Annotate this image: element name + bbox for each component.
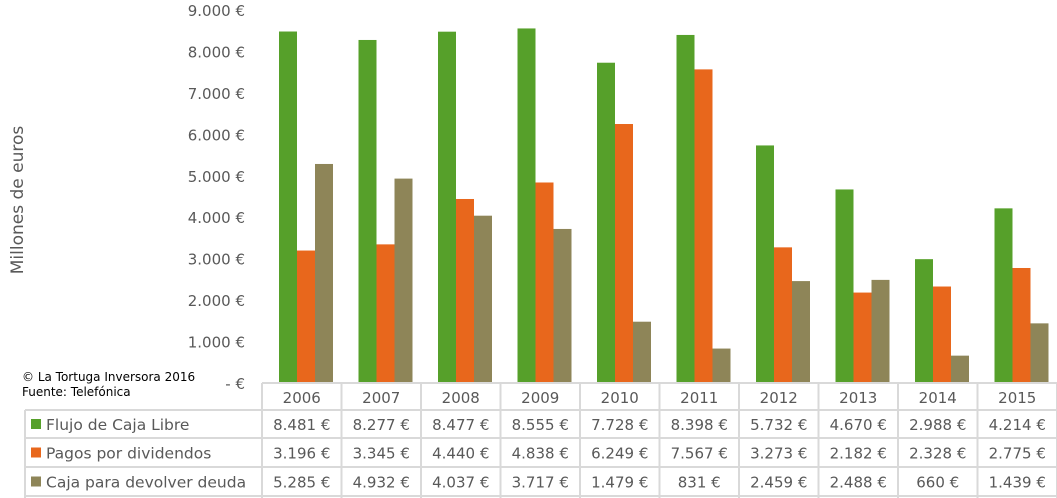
data-cell: 2.775 €	[989, 445, 1046, 463]
bar-2007-0	[358, 39, 377, 384]
data-cell: 3.273 €	[750, 445, 807, 463]
bar-2013-0	[835, 189, 854, 383]
legend-label: Pagos por dividendos	[46, 445, 211, 463]
bar-2008-2	[474, 215, 492, 383]
y-tick-label: 8.000 €	[188, 43, 245, 61]
bar-2014-0	[915, 259, 933, 383]
bar-2009-0	[517, 28, 536, 383]
y-axis-label: Millones de euros	[8, 126, 28, 275]
y-tick-label: 3.000 €	[188, 251, 245, 269]
x-tick-label: 2012	[760, 389, 798, 407]
bar-2009-1	[535, 182, 554, 383]
y-tick-label: 1.000 €	[188, 334, 245, 352]
source-annotation: Fuente: Telefónica	[22, 385, 131, 399]
bar-2013-1	[853, 292, 872, 383]
y-tick-label: 4.000 €	[188, 209, 245, 227]
y-tick-label: 5.000 €	[188, 168, 245, 186]
data-cell: 4.214 €	[989, 416, 1046, 434]
data-cell: 8.477 €	[432, 416, 489, 434]
data-cell: 4.440 €	[432, 445, 489, 463]
legend-swatch	[31, 419, 41, 429]
y-tick-label: 9.000 €	[188, 2, 245, 20]
bar-2010-1	[615, 124, 633, 383]
x-tick-label: 2013	[839, 389, 877, 407]
data-cell: 660 €	[916, 474, 959, 492]
x-tick-label: 2011	[680, 389, 718, 407]
data-cell: 3.196 €	[273, 445, 330, 463]
data-cell: 2.459 €	[750, 474, 807, 492]
bar-2014-1	[933, 286, 951, 383]
data-cell: 5.285 €	[273, 474, 330, 492]
bar-2012-1	[774, 247, 792, 383]
data-cell: 4.670 €	[830, 416, 887, 434]
data-cell: 7.728 €	[591, 416, 648, 434]
data-cell: 2.488 €	[830, 474, 887, 492]
bar-2012-0	[756, 145, 774, 383]
bar-2010-2	[633, 321, 651, 383]
data-cell: 3.717 €	[512, 474, 569, 492]
y-tick-label: 7.000 €	[188, 85, 245, 103]
bar-2012-2	[792, 281, 810, 383]
bar-2008-0	[438, 31, 456, 383]
legend-swatch	[31, 447, 41, 458]
y-tick-label: 2.000 €	[188, 292, 245, 310]
bar-2008-1	[456, 198, 474, 383]
bar-2015-2	[1030, 323, 1049, 383]
x-tick-label: 2009	[521, 389, 559, 407]
copyright-annotation: © La Tortuga Inversora 2016	[22, 370, 195, 384]
bar-2006-0	[279, 31, 297, 383]
bar-2007-1	[376, 244, 395, 383]
x-tick-label: 2015	[998, 389, 1036, 407]
legend-label: Caja para devolver deuda	[46, 474, 246, 492]
data-cell: 8.398 €	[671, 416, 728, 434]
data-cell: 3.345 €	[353, 445, 410, 463]
data-cell: 4.037 €	[432, 474, 489, 492]
bar-2006-2	[315, 163, 333, 383]
y-tick-label: - €	[225, 375, 245, 393]
bar-2011-1	[694, 69, 713, 383]
bar-2013-2	[871, 279, 890, 383]
data-cell: 7.567 €	[671, 445, 728, 463]
data-cell: 2.988 €	[909, 416, 966, 434]
data-cell: 4.932 €	[353, 474, 410, 492]
data-cell: 1.479 €	[591, 474, 648, 492]
bar-2010-0	[597, 62, 615, 383]
data-cell: 8.555 €	[512, 416, 569, 434]
bar-2009-2	[553, 228, 572, 383]
data-cell: 1.439 €	[989, 474, 1046, 492]
x-tick-label: 2007	[362, 389, 400, 407]
legend-label: Flujo de Caja Libre	[46, 416, 189, 434]
legend-swatch	[31, 476, 41, 487]
x-tick-label: 2014	[919, 389, 957, 407]
bar-2015-0	[994, 208, 1013, 383]
data-cell: 8.481 €	[273, 416, 330, 434]
data-cell: 2.182 €	[830, 445, 887, 463]
data-cell: 4.838 €	[512, 445, 569, 463]
bar-2007-2	[394, 178, 413, 383]
bar-2015-1	[1012, 267, 1031, 383]
x-tick-label: 2010	[601, 389, 639, 407]
data-cell: 831 €	[678, 474, 721, 492]
data-cell: 8.277 €	[353, 416, 410, 434]
bar-2011-0	[676, 34, 695, 383]
data-cell: 6.249 €	[591, 445, 648, 463]
x-tick-label: 2008	[442, 389, 480, 407]
y-tick-label: 6.000 €	[188, 126, 245, 144]
data-cell: 5.732 €	[750, 416, 807, 434]
data-cell: 2.328 €	[909, 445, 966, 463]
bar-2006-1	[297, 250, 315, 383]
x-tick-label: 2006	[283, 389, 321, 407]
bar-2014-2	[951, 355, 969, 383]
bar-2011-2	[712, 348, 731, 383]
